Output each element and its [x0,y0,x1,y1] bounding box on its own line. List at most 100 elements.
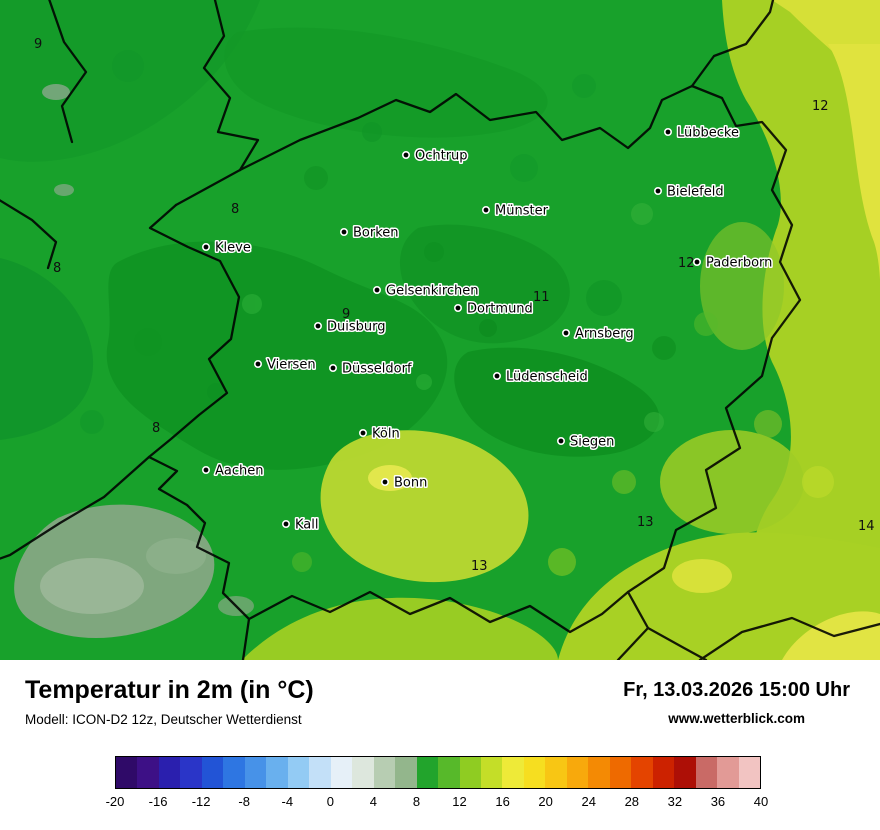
city-marker-dortmund: Dortmund [453,300,534,318]
city-label: Arnsberg [575,327,634,342]
scale-color-block [438,757,460,788]
website-url: www.wetterblick.com [668,711,805,726]
temperature-value: 12 [812,99,829,114]
footer-right: Fr, 13.03.2026 15:00 Uhr www.wetterblick… [623,676,850,726]
scale-color-block [523,757,546,788]
color-scale-legend: -20 -16 -12 -8 -4 0 4 8 12 16 20 24 28 32 36 40 [106,756,769,812]
scale-color-block [180,757,202,788]
city-dot [492,371,501,380]
city-marker-viersen: Viersen [254,356,317,374]
city-label: Paderborn [706,256,772,271]
scale-tick-label: -8 [238,794,250,809]
temperature-value: 13 [637,515,654,530]
city-marker-gelsenkirchen: Gelsenkirchen [372,282,480,300]
scale-color-block [309,757,331,788]
city-marker-borken: Borken [339,224,400,242]
temperature-value: 9 [342,307,350,322]
city-dot [481,206,490,215]
city-label: Kall [295,518,319,533]
scale-tick-label: -4 [281,794,294,809]
city-marker-mnster: Münster [481,202,550,220]
city-dot [401,151,410,160]
city-label: Münster [495,204,549,219]
city-dot [372,285,381,294]
city-dot [653,187,662,196]
city-marker-aachen: Aachen [202,462,265,480]
model-info: Modell: ICON-D2 12z, Deutscher Wetterdie… [25,712,302,727]
city-marker-kleve: Kleve [202,239,252,257]
temperature-shading [0,0,880,660]
city-label: Köln [372,427,400,442]
city-dot [561,328,570,337]
color-scale-bar [115,756,761,789]
scale-color-block [352,757,374,788]
city-label: Duisburg [327,320,386,335]
shading-texture [80,50,834,576]
scale-tick-label: -16 [148,794,168,809]
city-marker-ochtrup: Ochtrup [401,147,469,165]
scale-tick-label: 32 [667,794,683,809]
city-dot [313,321,322,330]
city-dot [328,363,337,372]
temperature-map: 9 12 8 8 12 11 9 8 13 14 13 Ochtrup Lübbecke Bielefe… [0,0,880,660]
temperature-value: 9 [34,37,42,52]
city-marker-bonn: Bonn [380,474,429,492]
scale-color-block [502,757,524,788]
scale-color-block [459,757,481,788]
city-marker-bielefeld: Bielefeld [653,183,725,201]
temperature-value: 11 [533,290,550,305]
scale-color-block [738,757,761,788]
scale-color-block [266,757,288,788]
scale-color-block [545,757,567,788]
city-dot [380,477,389,486]
city-label: Kleve [215,241,251,256]
scale-tick-label: 20 [538,794,553,809]
scale-color-block [631,757,653,788]
footer-left: Temperatur in 2m (in °C) Modell: ICON-D2… [25,676,314,727]
scale-color-block [158,757,181,788]
temperature-value: 12 [678,256,695,271]
scale-color-block [244,757,267,788]
temperature-values-layer: 9 12 8 8 12 11 9 8 13 14 13 [34,37,875,574]
temperature-value: 8 [152,421,160,436]
city-dot [202,243,211,252]
scale-tick-label: 4 [369,794,378,809]
city-label: Düsseldorf [342,362,412,377]
scale-color-block [395,757,417,788]
city-marker-siegen: Siegen [556,433,616,451]
city-label: Siegen [570,435,614,450]
scale-tick-label: 12 [452,794,467,809]
city-label: Lübbecke [677,126,739,141]
scale-tick-label: 40 [753,794,769,809]
scale-color-block [674,757,696,788]
color-scale-labels: -20 -16 -12 -8 -4 0 4 8 12 16 20 24 28 32 36 40 [106,794,769,812]
city-dot [339,228,348,237]
city-label: Bielefeld [667,185,724,200]
city-marker-ldenscheid: Lüdenscheid [492,368,589,386]
scale-tick-label: 8 [412,794,421,809]
scale-color-block [717,757,739,788]
city-dot [663,128,672,137]
scale-color-block [652,757,675,788]
scale-tick-label: 16 [495,794,510,809]
city-dot [692,257,701,266]
scale-color-block [480,757,503,788]
scale-color-block [373,757,396,788]
city-label: Dortmund [467,302,533,317]
city-dot [453,303,462,312]
city-label: Viersen [267,358,316,373]
city-marker-kln: Köln [358,425,401,443]
scale-color-block [201,757,224,788]
scale-color-block [609,757,632,788]
scale-color-block [566,757,589,788]
temperature-value: 8 [231,202,239,217]
city-marker-dsseldorf: Düsseldorf [328,360,413,378]
scale-color-block [695,757,718,788]
scale-tick-label: -12 [191,794,211,809]
city-marker-duisburg: Duisburg [313,318,387,336]
state-borders [0,0,880,660]
city-dot [281,519,290,528]
city-dot [254,359,263,368]
scale-color-block [330,757,353,788]
